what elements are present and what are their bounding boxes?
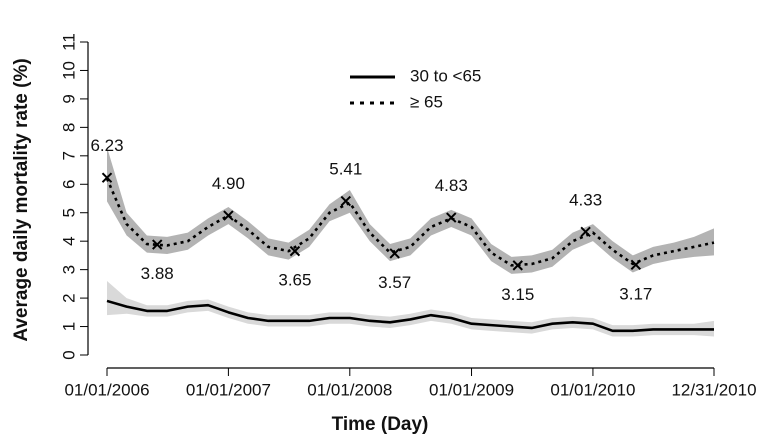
- point-label: 4.33: [569, 190, 602, 209]
- point-label: 3.65: [278, 271, 311, 290]
- y-tick-label: 6: [59, 180, 78, 189]
- legend-label: ≥ 65: [410, 92, 443, 111]
- x-tick-label: 01/01/2009: [429, 380, 514, 399]
- point-label: 3.15: [501, 285, 534, 304]
- series-line: [106, 299, 714, 333]
- point-label: 6.23: [90, 136, 123, 155]
- legend-label: 30 to <65: [410, 66, 481, 85]
- x-tick-label: 01/01/2007: [186, 380, 271, 399]
- y-tick-label: 7: [59, 151, 78, 160]
- point-marker: [340, 195, 352, 207]
- point-marker: [289, 245, 301, 257]
- point-label: 3.88: [141, 264, 174, 283]
- point-marker: [630, 259, 642, 271]
- y-tick-label: 4: [59, 236, 78, 245]
- point-marker: [389, 248, 400, 259]
- y-tick-label: 0: [59, 350, 78, 359]
- point-label: 4.83: [435, 176, 468, 195]
- y-tick-label: 10: [59, 61, 78, 80]
- x-tick-label: 01/01/2010: [550, 380, 635, 399]
- y-tick-label: 11: [59, 33, 78, 51]
- y-tick-label: 2: [59, 293, 78, 302]
- point-marker: [152, 239, 163, 250]
- y-tick-label: 5: [59, 208, 78, 217]
- point-label: 3.17: [619, 284, 652, 303]
- y-tick-label: 9: [59, 94, 78, 103]
- point-marker: [223, 210, 234, 221]
- y-axis-title: Average daily mortality rate (%): [11, 58, 32, 341]
- x-axis-title: Time (Day): [332, 414, 429, 435]
- confidence-band: [107, 147, 714, 274]
- y-tick-label: 8: [59, 123, 78, 132]
- point-marker: [512, 260, 523, 271]
- point-marker: [101, 172, 113, 183]
- point-label: 4.90: [212, 174, 245, 193]
- y-tick-label: 1: [59, 322, 78, 331]
- point-marker: [580, 226, 591, 237]
- x-tick-label: 01/01/2006: [64, 380, 149, 399]
- point-label: 5.41: [329, 160, 362, 179]
- x-tick-label: 12/31/2010: [671, 380, 756, 399]
- point-label: 3.57: [378, 273, 411, 292]
- point-marker: [446, 212, 457, 223]
- y-tick-label: 3: [59, 265, 78, 274]
- x-tick-label: 01/01/2008: [307, 380, 392, 399]
